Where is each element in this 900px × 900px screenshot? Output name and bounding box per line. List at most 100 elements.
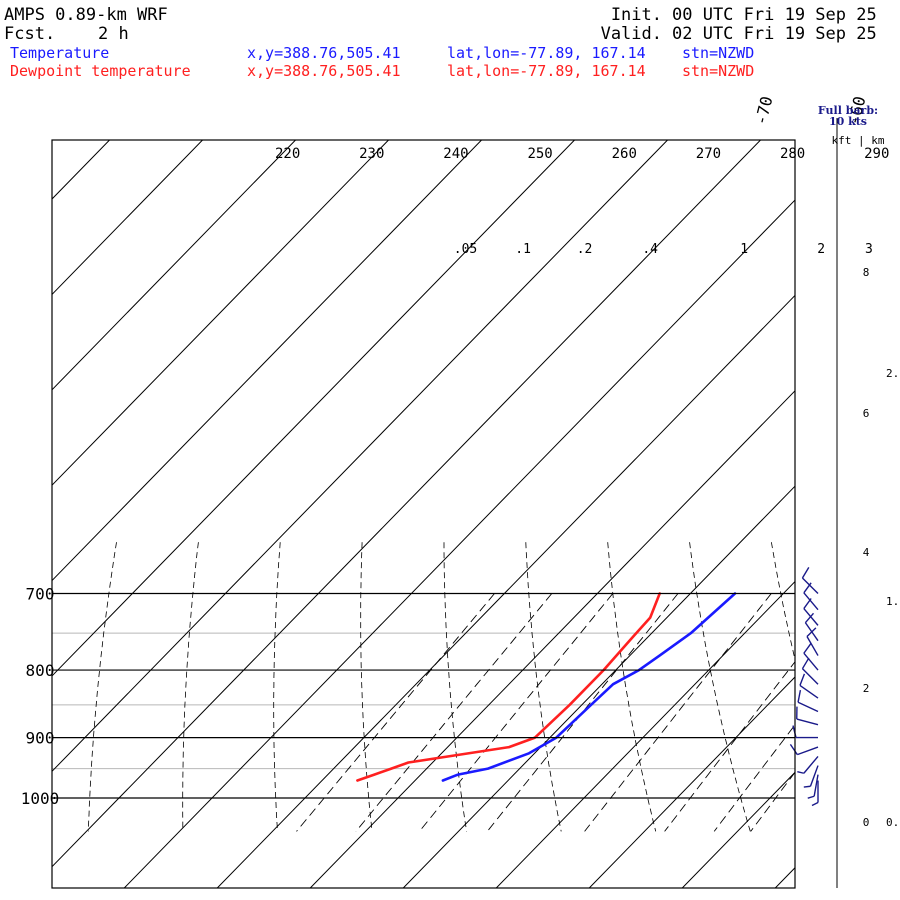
wind-barb — [797, 755, 819, 774]
mixing-ratio-label: .05 — [454, 242, 477, 257]
mixing-ratio-line — [486, 593, 679, 832]
wind-barb-staff — [797, 701, 819, 713]
dewpoint-profile-line — [356, 592, 662, 782]
legend-temperature-latlon: lat,lon=-77.89, 167.14 — [447, 44, 646, 62]
wind-barb — [801, 657, 819, 685]
dry-adiabat — [771, 542, 795, 661]
wind-barb — [792, 725, 818, 739]
isotherm-line — [52, 140, 668, 773]
mixing-ratio-line — [750, 771, 795, 832]
wind-barb — [803, 582, 819, 611]
fcst-value: 2 h — [98, 24, 129, 44]
pressure-tick-label: 800 — [26, 661, 55, 680]
dry-adiabat — [182, 542, 199, 832]
isotherm-line — [588, 676, 795, 888]
theta-label: 230 — [359, 146, 384, 162]
wind-barb-flag — [801, 567, 810, 579]
wind-barb-staff — [803, 652, 819, 671]
wind-barb-flag — [811, 801, 819, 807]
legend-temperature-xy: x,y=388.76,505.41 — [247, 44, 401, 62]
mixing-ratio-line — [419, 593, 614, 832]
wind-barb — [789, 743, 819, 756]
mixing-ratio-line — [296, 593, 495, 832]
legend-temperature-name: Temperature — [10, 44, 109, 62]
mixing-ratio-label: .4 — [642, 242, 658, 257]
wind-barb-staff — [801, 668, 819, 685]
mixing-ratio-label: 3 — [865, 242, 873, 257]
dry-adiabat — [443, 542, 467, 832]
kft-unit-label: kft | km — [832, 134, 885, 147]
plot-frame — [51, 139, 796, 889]
wind-barb-staff — [801, 577, 819, 595]
temperature-tick-label: -70 — [751, 94, 776, 127]
wind-barb-staff — [803, 592, 819, 611]
wind-barb-flag — [803, 785, 811, 788]
isotherm-line — [402, 485, 795, 888]
dry-adiabat — [607, 542, 657, 832]
kft-tick-label: 4 — [863, 546, 870, 559]
barb-note-line1: Full barb: — [818, 104, 878, 117]
fcst-label: Fcst. — [4, 24, 55, 44]
dry-adiabat — [360, 542, 373, 832]
pressure-tick-label: 900 — [26, 729, 55, 748]
legend-dewpoint-name: Dewpoint temperature — [10, 62, 191, 80]
mixing-ratio-line — [355, 593, 553, 832]
theta-label: 270 — [696, 146, 721, 162]
mixing-ratio-label: .1 — [515, 242, 531, 257]
theta-label: 260 — [612, 146, 637, 162]
wind-barb-flag — [797, 689, 802, 703]
isotherm-line — [495, 580, 795, 888]
wind-barb — [796, 706, 819, 726]
isotherm-line — [52, 140, 575, 677]
wind-barb-staff — [803, 755, 819, 774]
legend-dewpoint-xy: x,y=388.76,505.41 — [247, 62, 401, 80]
wind-barb — [797, 689, 819, 713]
grid-layer — [52, 140, 900, 888]
mixing-ratio-line — [584, 593, 772, 832]
mixing-ratio-line — [664, 661, 795, 832]
wind-barb — [799, 673, 819, 699]
mixing-ratio-label: 2 — [817, 242, 825, 257]
wind-barb-staff — [813, 774, 819, 797]
isotherm-line — [868, 140, 900, 888]
dry-adiabat — [88, 542, 117, 832]
model-title: AMPS 0.89-km WRF — [4, 5, 168, 25]
kft-tick-label: 0 — [863, 816, 870, 829]
km-tick-label: 1. — [886, 595, 899, 608]
wind-barb-flag — [799, 673, 806, 686]
dry-adiabat — [853, 542, 900, 831]
wind-barb-staff — [796, 718, 819, 726]
wind-barb — [801, 567, 819, 595]
dry-adiabat — [273, 542, 281, 832]
mixing-ratio-label: .2 — [577, 242, 593, 257]
mixing-ratio-label: 1 — [740, 242, 748, 257]
wind-barb-staff — [797, 746, 819, 756]
axis-labels: 7008009001000-70-60-50-40-30-20-10022023… — [21, 94, 899, 889]
theta-label: 290 — [864, 146, 889, 162]
isotherm-line — [52, 140, 296, 391]
temperature-profile-line — [441, 592, 737, 782]
isotherm-line — [123, 199, 795, 888]
pressure-tick-label: 1000 — [21, 789, 60, 808]
kft-tick-label: 8 — [863, 266, 870, 279]
isotherm-line — [216, 294, 795, 888]
wind-barb-staff — [806, 636, 819, 656]
valid-label: Valid. — [601, 24, 662, 44]
kft-tick-label: 6 — [863, 407, 870, 420]
init-value: 00 UTC Fri 19 Sep 25 — [672, 5, 877, 25]
km-tick-label: 2. — [886, 367, 899, 380]
dry-adiabat — [525, 542, 562, 832]
legend-dewpoint-stn: stn=NZWD — [682, 62, 754, 80]
wind-barb-flag — [801, 657, 810, 670]
kft-tick-label: 2 — [863, 682, 870, 695]
wind-barb-flag — [803, 642, 812, 654]
wind-barb-flag — [803, 582, 812, 594]
legend-temperature-stn: stn=NZWD — [682, 44, 754, 62]
isotherm-line — [52, 140, 389, 486]
wind-barb — [806, 627, 819, 656]
barb-note-line2: 10 kts — [829, 115, 867, 128]
wind-barb — [807, 774, 819, 799]
wind-barb — [803, 642, 819, 671]
wind-barb-flag — [803, 598, 812, 609]
